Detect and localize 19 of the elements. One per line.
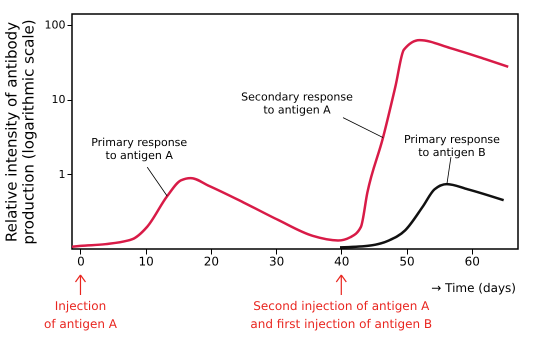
x-tick-label: 10 <box>138 254 154 268</box>
x-tick-label: 20 <box>204 254 220 268</box>
x-tick-label: 30 <box>268 254 284 268</box>
x-tick-label: 40 <box>334 254 350 268</box>
x-tick-label: 50 <box>399 254 415 268</box>
y-tick-label: 10 <box>52 93 66 106</box>
line-series <box>70 38 510 248</box>
x-tick-label: 60 <box>464 254 480 268</box>
y-tick-label: 100 <box>44 18 66 32</box>
x-axis-title: → Time (days) <box>431 281 516 295</box>
y-tick-label: 1 <box>58 168 66 181</box>
annotation: Injection of antigen A <box>44 299 118 331</box>
annotation: Primary response to antigen B <box>404 133 500 160</box>
y-axis-title: Relative intensity of antibody production (logarithmic scale) <box>2 19 38 245</box>
x-tick-label: 0 <box>77 254 85 268</box>
annotation: Primary response to antigen A <box>91 136 188 162</box>
line-series <box>338 182 505 249</box>
annotation: Secondary response to antigen A <box>241 90 354 117</box>
annotation: Second injection of antigen A and first injection of antigen B <box>250 299 432 331</box>
